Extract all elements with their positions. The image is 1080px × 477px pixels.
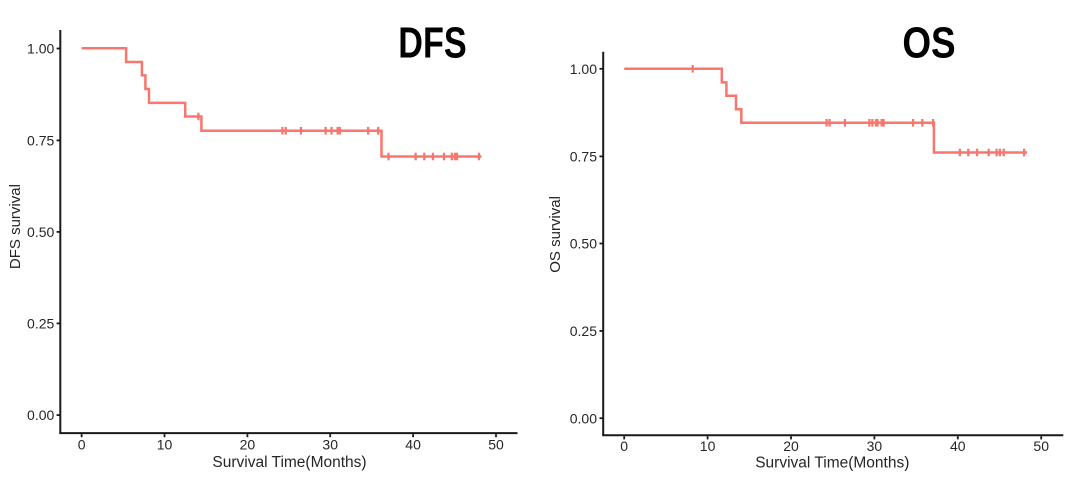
svg-text:40: 40: [950, 438, 966, 454]
svg-text:0: 0: [620, 438, 628, 454]
svg-text:0.50: 0.50: [570, 236, 597, 252]
svg-text:Survival Time(Months): Survival Time(Months): [755, 454, 909, 471]
svg-text:40: 40: [405, 436, 421, 452]
svg-text:20: 20: [783, 438, 799, 454]
svg-text:20: 20: [240, 436, 256, 452]
svg-text:OS survival: OS survival: [547, 196, 564, 273]
svg-text:1.00: 1.00: [570, 61, 597, 77]
svg-text:30: 30: [322, 436, 338, 452]
svg-text:0.75: 0.75: [570, 149, 597, 165]
svg-text:DFS survival: DFS survival: [7, 184, 24, 269]
svg-text:50: 50: [1033, 438, 1049, 454]
svg-text:30: 30: [867, 438, 883, 454]
svg-text:0.25: 0.25: [570, 323, 597, 339]
svg-text:0: 0: [78, 436, 86, 452]
svg-text:0.00: 0.00: [570, 410, 597, 426]
svg-text:0.75: 0.75: [27, 133, 54, 149]
svg-text:0.25: 0.25: [27, 316, 54, 332]
svg-text:OS: OS: [902, 18, 955, 68]
svg-text:0.00: 0.00: [27, 407, 54, 423]
svg-text:50: 50: [488, 436, 504, 452]
svg-text:Survival Time(Months): Survival Time(Months): [212, 454, 366, 471]
svg-text:0.50: 0.50: [27, 224, 54, 240]
svg-text:10: 10: [157, 436, 173, 452]
svg-text:DFS: DFS: [398, 20, 466, 68]
svg-text:1.00: 1.00: [27, 41, 54, 57]
svg-text:10: 10: [700, 438, 716, 454]
